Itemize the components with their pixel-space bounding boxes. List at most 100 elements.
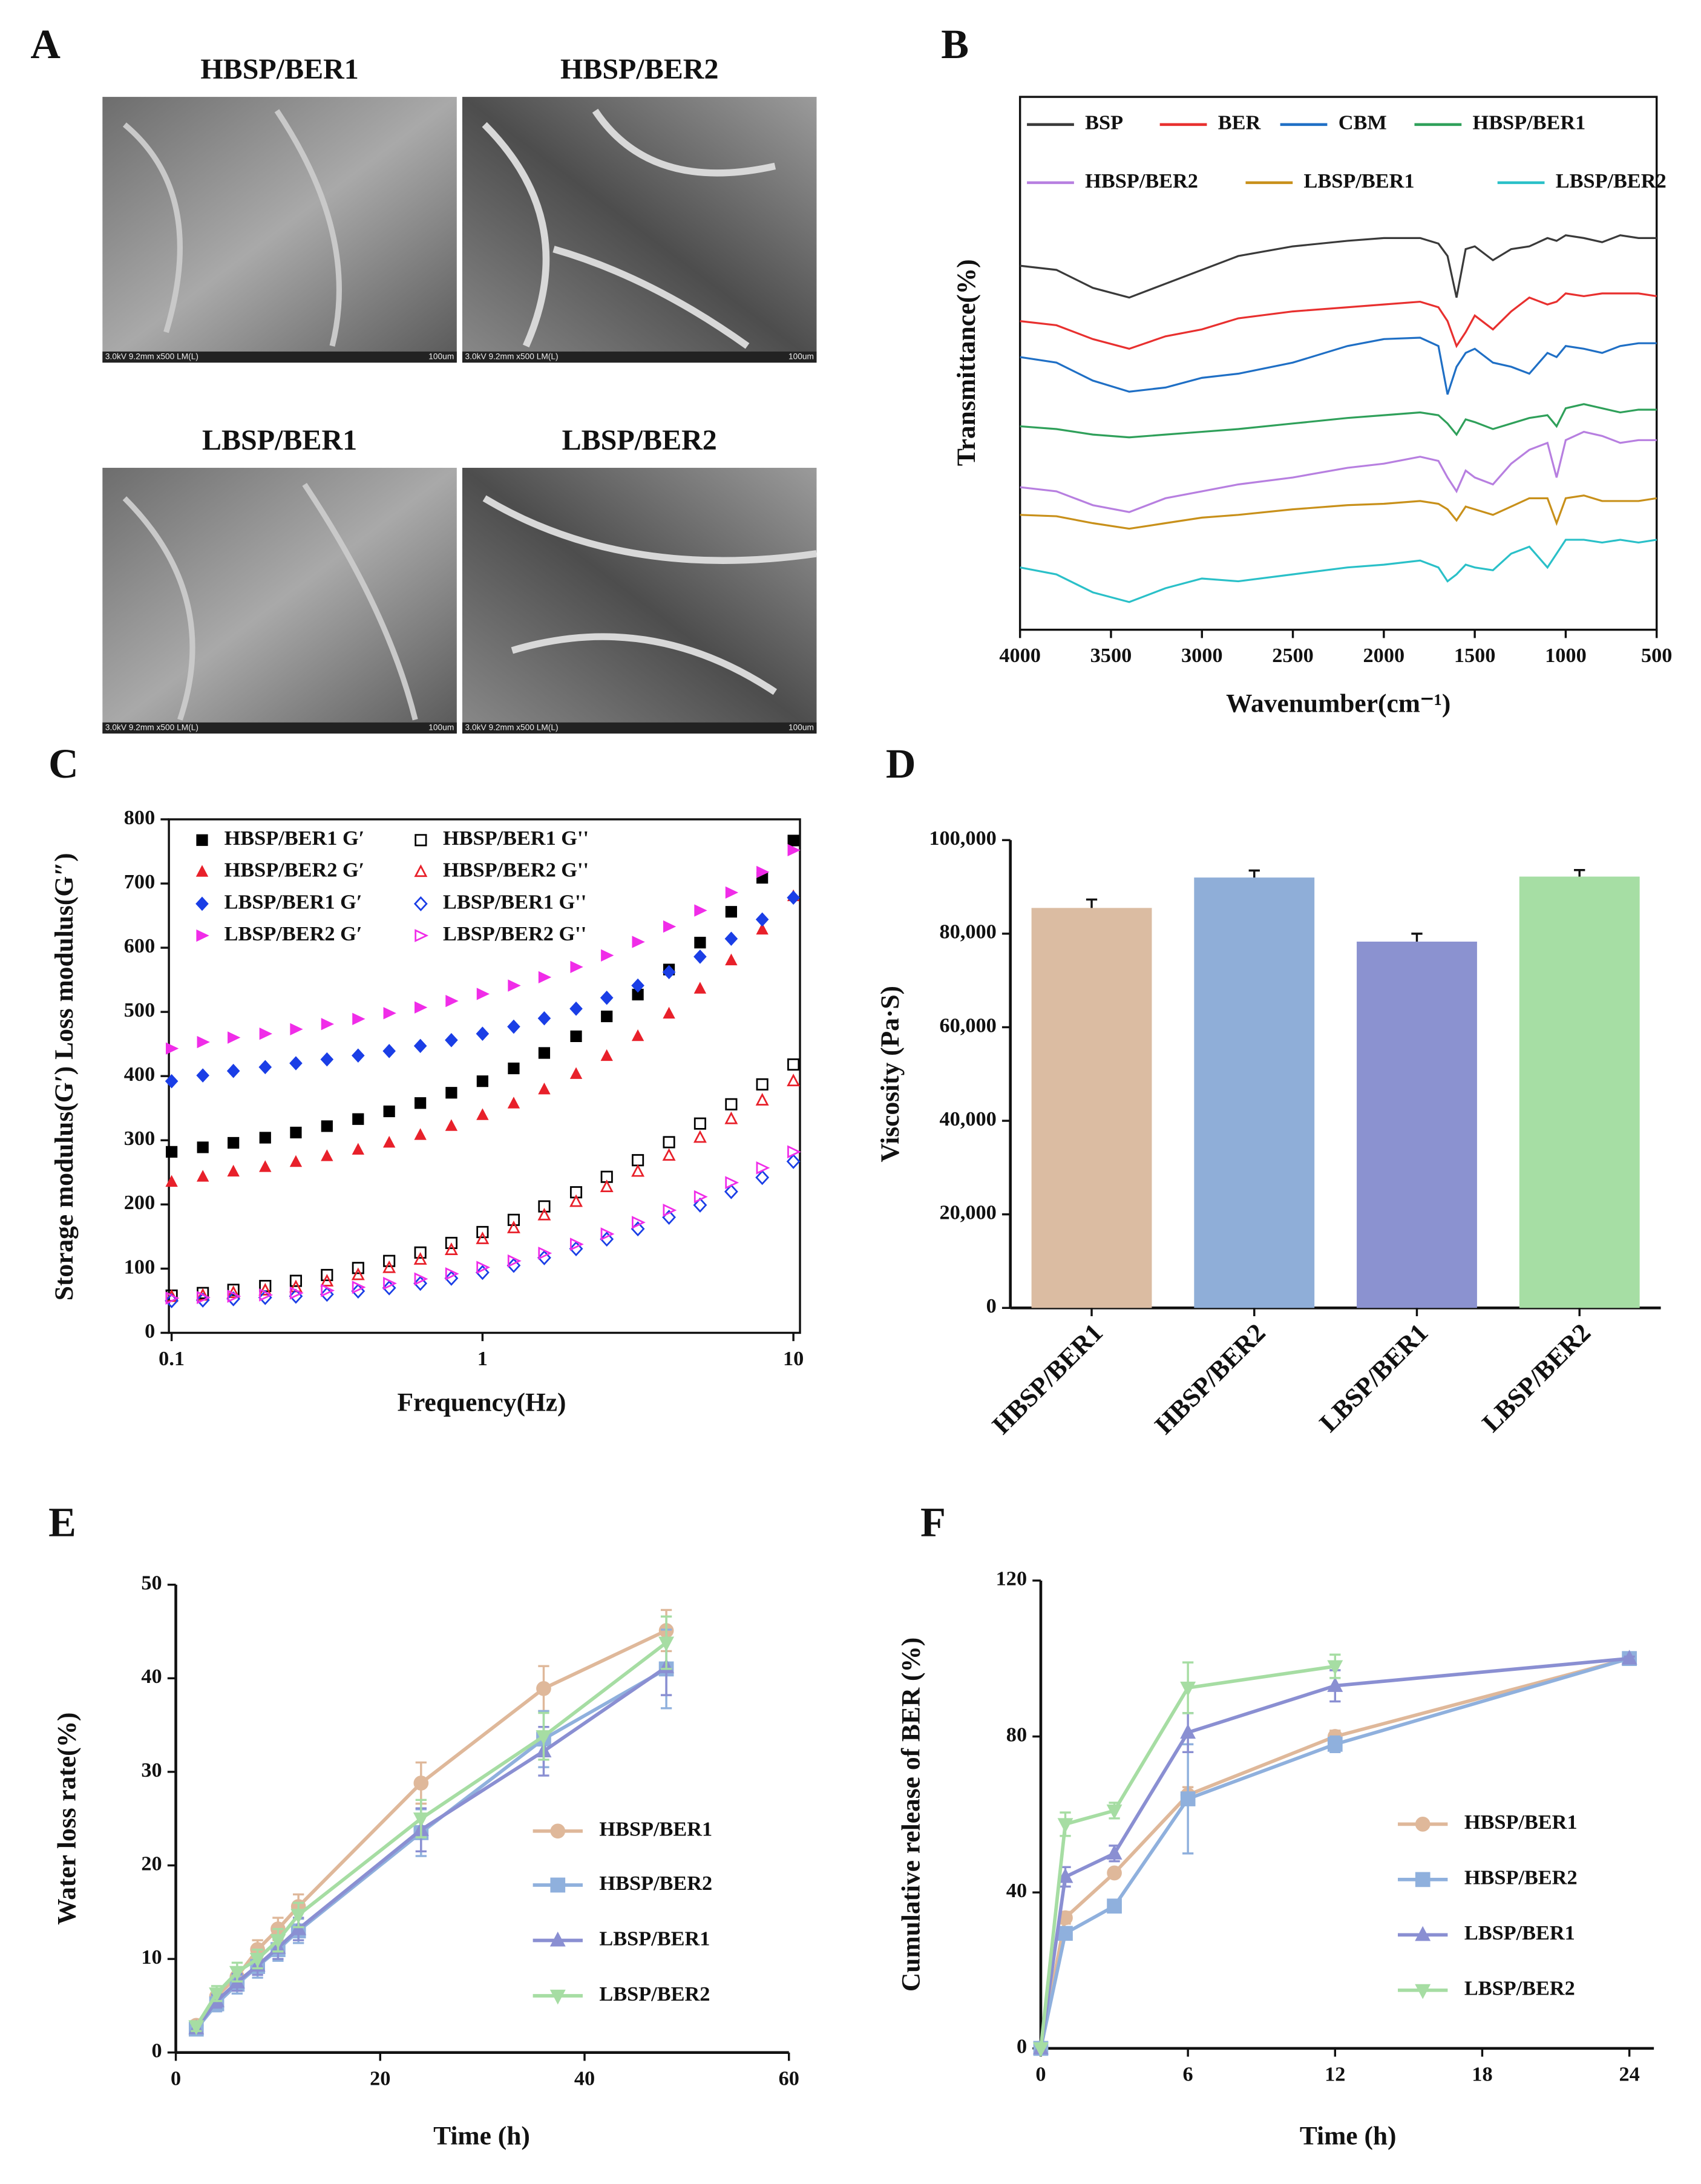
marker [1621, 1650, 1637, 1665]
marker [228, 1136, 240, 1149]
marker [415, 834, 427, 847]
marker [383, 1105, 395, 1118]
marker [258, 1060, 272, 1075]
marker [1107, 1898, 1122, 1914]
y-tick-label: 100,000 [929, 827, 996, 850]
panel-label: A [30, 21, 61, 67]
marker [476, 1261, 491, 1274]
marker [569, 1186, 583, 1199]
legend-label: HBSP/BER2 G'' [443, 859, 589, 882]
y-tick-label: 20 [141, 1852, 162, 1875]
y-axis-title: Transmittance(%) [952, 259, 981, 466]
marker [196, 929, 209, 942]
marker [631, 978, 644, 993]
marker [725, 886, 739, 899]
marker [445, 1033, 458, 1048]
plot-frame [1018, 96, 1658, 631]
sem-images [102, 97, 818, 734]
marker [1106, 1804, 1123, 1820]
y-tick-label: 30 [141, 1759, 162, 1782]
scale-label: 100um [428, 723, 454, 732]
marker [570, 1030, 582, 1043]
x-tick-label: 500 [1641, 644, 1672, 667]
marker [413, 1252, 427, 1265]
marker [755, 1092, 769, 1106]
panel-label: F [920, 1499, 946, 1545]
marker [601, 1010, 613, 1023]
marker [536, 1681, 551, 1696]
x-tick-label: 40 [574, 2067, 595, 2090]
marker [631, 1029, 644, 1041]
marker [226, 1063, 240, 1078]
marker [569, 1241, 583, 1256]
marker [445, 1119, 458, 1131]
marker [209, 1987, 225, 2002]
series-line [195, 1665, 667, 2030]
sem-image [102, 468, 457, 734]
marker [166, 1042, 179, 1055]
marker [506, 1221, 520, 1233]
panel-label: E [48, 1499, 76, 1545]
marker [259, 1160, 272, 1172]
marker [537, 1250, 551, 1265]
marker [507, 1097, 520, 1109]
y-tick-label: 80,000 [939, 920, 996, 943]
marker [476, 1075, 488, 1087]
marker [693, 1117, 706, 1130]
y-tick-label: 60,000 [939, 1014, 996, 1037]
marker [196, 1170, 209, 1182]
sem-image [462, 468, 817, 734]
series-line [1020, 403, 1657, 439]
marker [413, 1276, 428, 1291]
marker [693, 1197, 707, 1213]
marker [725, 1098, 738, 1110]
x-tick-label: 18 [1472, 2062, 1492, 2085]
marker [600, 1179, 614, 1193]
marker [787, 835, 799, 847]
legend-label: HBSP/BER2 [599, 1872, 712, 1895]
x-tick-label: LBSP/BER1 [1314, 1318, 1434, 1438]
x-tick-label: 2500 [1272, 644, 1314, 667]
x-tick-label: 0 [1035, 2062, 1046, 2085]
marker [1327, 1660, 1343, 1676]
marker [1057, 1868, 1073, 1883]
marker [724, 1184, 738, 1199]
x-tick-label: 60 [779, 2067, 799, 2090]
caption-strip [462, 722, 817, 734]
series-line [1020, 292, 1657, 350]
marker [787, 1145, 801, 1159]
marker [1180, 1791, 1196, 1806]
marker [320, 1052, 334, 1067]
marker [694, 904, 707, 917]
marker [415, 929, 429, 942]
marker [165, 1291, 180, 1305]
marker [537, 1011, 551, 1026]
marker [188, 2020, 205, 2035]
marker [445, 1087, 457, 1099]
marker [414, 1246, 427, 1259]
marker [352, 1113, 364, 1125]
x-tick-label: 0 [171, 2067, 181, 2090]
y-tick-label: 200 [124, 1191, 155, 1214]
sem-texture [122, 109, 418, 721]
bar [1519, 876, 1640, 1308]
marker [197, 1035, 210, 1049]
x-axis-title: Frequency(Hz) [397, 1388, 566, 1417]
marker [382, 1260, 396, 1273]
marker [787, 844, 801, 856]
marker [227, 1164, 240, 1177]
marker [600, 1170, 613, 1183]
marker [1106, 1845, 1123, 1860]
marker [195, 865, 209, 877]
marker [538, 1082, 551, 1095]
x-tick-label: 1 [477, 1347, 488, 1370]
marker [538, 1047, 551, 1059]
marker [1327, 1677, 1343, 1692]
marker [290, 1126, 302, 1139]
marker [415, 1001, 428, 1014]
marker [352, 1262, 364, 1274]
marker [725, 953, 738, 966]
y-tick-label: 600 [124, 934, 155, 957]
marker [321, 1018, 335, 1031]
marker [725, 906, 738, 918]
